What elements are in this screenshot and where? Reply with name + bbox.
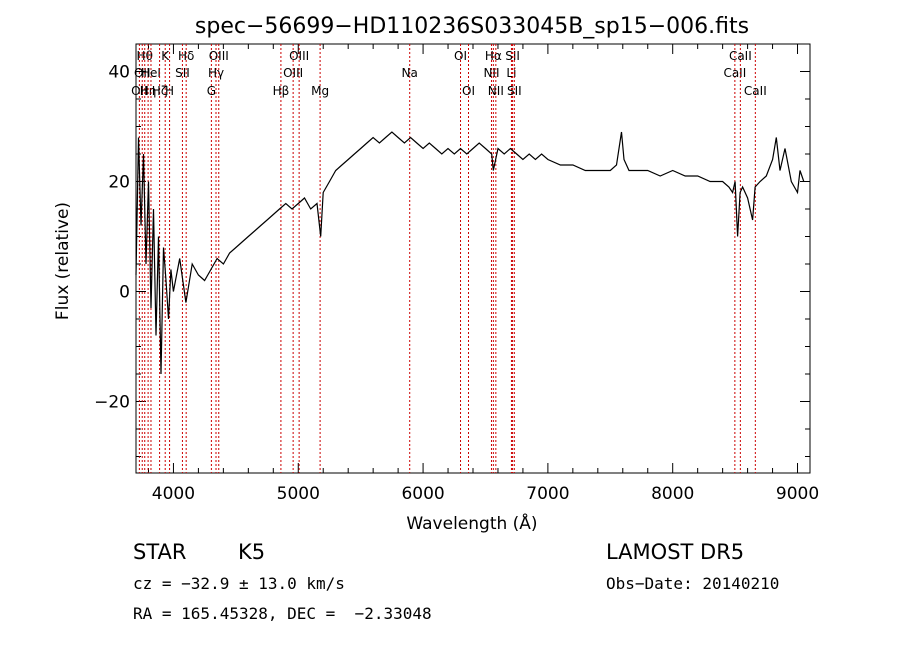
plot-frame [135, 43, 811, 474]
y-tick-label: −20 [94, 393, 130, 413]
spectral-line-label: Li [506, 66, 516, 80]
redshift-cz: cz = −32.9 ± 13.0 km/s [133, 574, 345, 593]
chart-title: spec−56699−HD110236S033045B_sp15−006.fit… [195, 14, 749, 39]
x-axis-label: Wavelength (Å) [406, 512, 537, 534]
spectral-line-markers: OIIOIIHθHηHeIHζKHSIIHδGHγOIIIHβOIIIOIIIM… [131, 44, 767, 473]
x-tick-label: 9000 [776, 484, 819, 504]
spectral-line-label: G [207, 84, 216, 98]
spectrum-line [135, 131, 805, 375]
spectral-line-label: HeI [141, 66, 161, 80]
spectrum-chart: spec−56699−HD110236S033045B_sp15−006.fit… [53, 14, 819, 534]
y-tick-label: 40 [108, 63, 130, 83]
spectral-line-label: SII [505, 49, 520, 63]
spectral-line-label: OI [454, 49, 467, 63]
plot-axes: 4000 5000 6000 7000 8000 9000 −20 0 20 40 [94, 43, 819, 504]
spectral-line-label: NII [488, 84, 504, 98]
spectral-line-label: Hδ [178, 49, 194, 63]
spectral-line-label: Na [402, 66, 418, 80]
y-tick-label: 0 [119, 283, 130, 303]
spectral-line-label: OII [134, 66, 151, 80]
spectral-line-label: Hθ [137, 49, 153, 63]
spectral-line-label: K [161, 49, 170, 63]
spectral-line-label: NII [483, 66, 499, 80]
spectral-line-label: Hα [485, 49, 502, 63]
x-tick-label: 4000 [152, 484, 195, 504]
observation-date: Obs−Date: 20140210 [606, 574, 780, 593]
spectral-line-label: Hζ [152, 84, 168, 98]
spectral-line-label: OII [131, 84, 148, 98]
x-tick-label: 6000 [401, 484, 444, 504]
spectral-line-label: SII [175, 66, 190, 80]
spectral-line-label: CaII [744, 84, 767, 98]
spectral-line-label: H [165, 84, 174, 98]
y-axis-label: Flux (relative) [53, 202, 73, 320]
spectral-line-label: OI [462, 84, 475, 98]
spectral-line-label: OIII [283, 66, 303, 80]
spectral-line-label: OIII [209, 49, 229, 63]
spectral-line-label: OIII [289, 49, 309, 63]
x-tick-label: 8000 [651, 484, 694, 504]
spectral-line-label: Hη [140, 84, 157, 98]
object-subclass: K5 [238, 540, 266, 564]
spectral-line-label: Hγ [208, 66, 224, 80]
spectral-line-label: SII [507, 84, 522, 98]
spectral-line-label: Mg [311, 84, 329, 98]
x-tick-label: 5000 [277, 484, 320, 504]
spectral-line-label: CaII [723, 66, 746, 80]
spectrum-series [135, 131, 805, 375]
y-tick-label: 20 [108, 173, 130, 193]
object-class: STAR [133, 540, 187, 564]
spectral-line-label: Hβ [273, 84, 290, 98]
spectral-line-label: CaII [729, 49, 752, 63]
ra-dec-coordinates: RA = 165.45328, DEC = −2.33048 [133, 604, 432, 623]
survey-name: LAMOST DR5 [606, 540, 745, 564]
x-tick-label: 7000 [526, 484, 569, 504]
